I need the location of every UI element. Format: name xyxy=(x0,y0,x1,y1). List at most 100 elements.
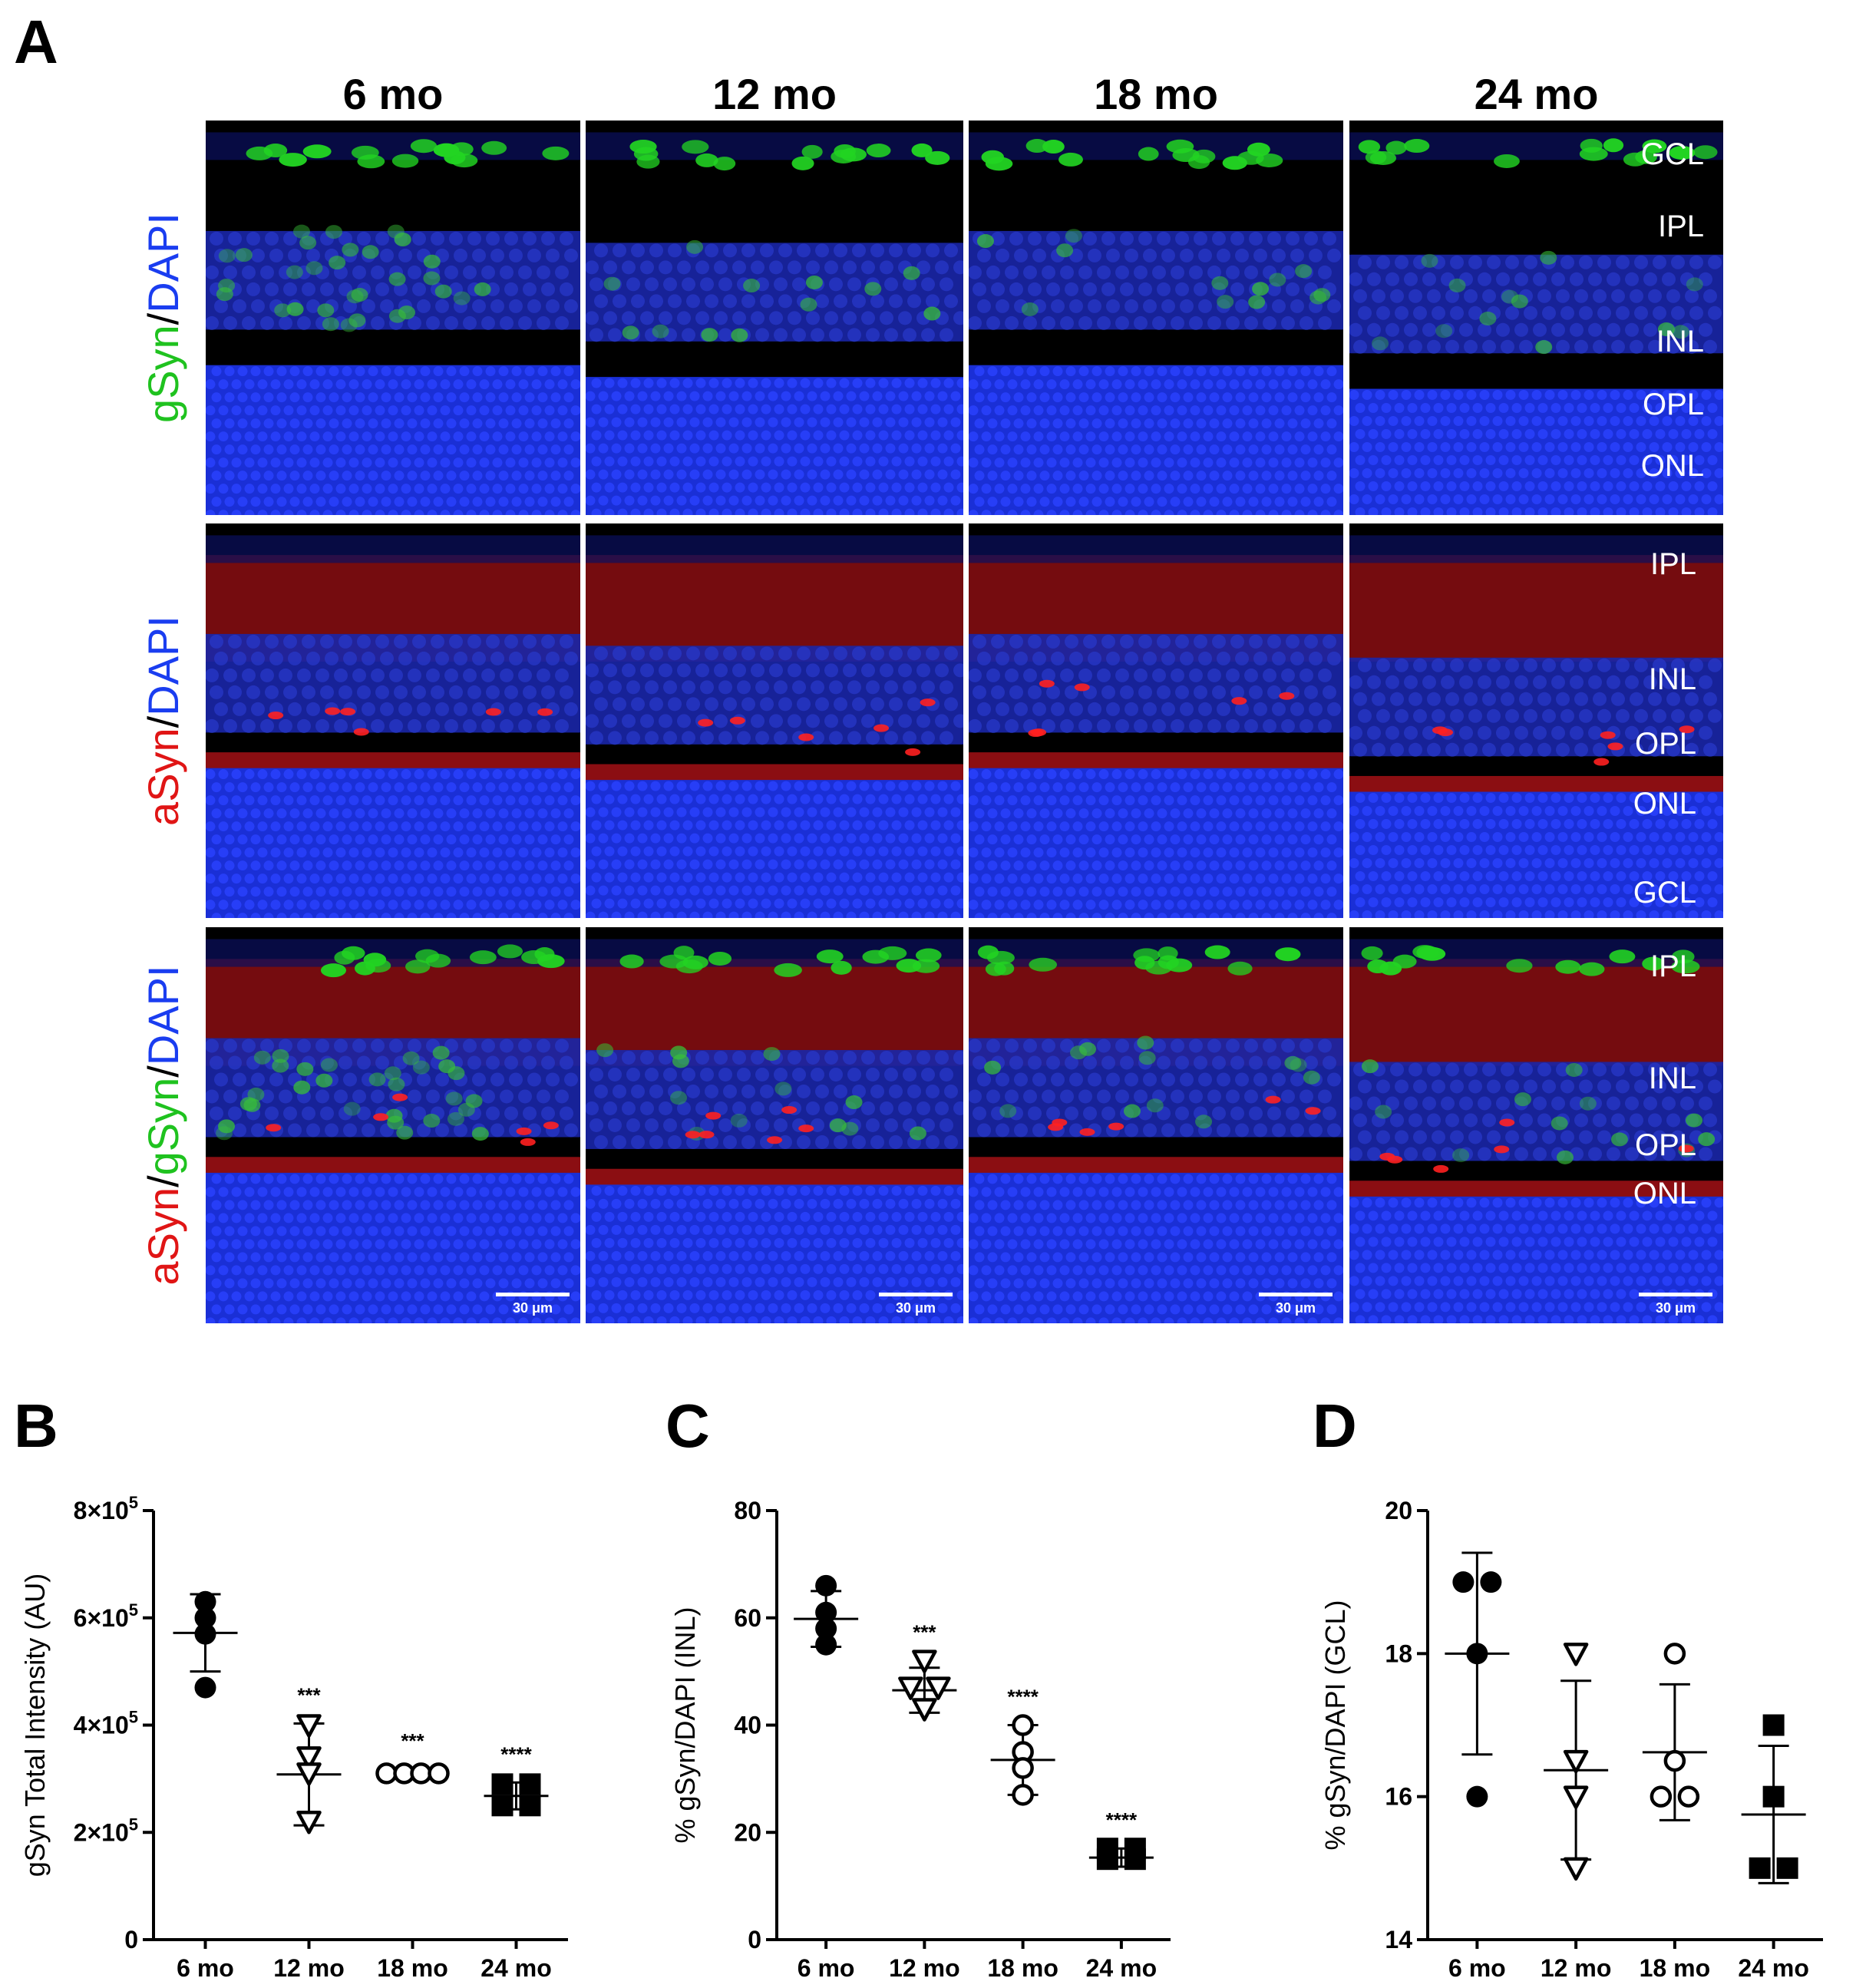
scale-bar-label: 30 μm xyxy=(1276,1300,1316,1316)
layer-label: ONL xyxy=(1641,449,1704,483)
series-group xyxy=(173,1590,238,1699)
data-point xyxy=(194,1590,216,1613)
x-tick-label: 6 mo xyxy=(1448,1954,1506,1982)
data-point xyxy=(491,1795,514,1817)
row-label-part: / xyxy=(139,1065,187,1078)
series-group xyxy=(1741,1714,1806,1884)
y-axis-title: % gSyn/DAPI (GCL) xyxy=(1319,1600,1351,1850)
x-tick-label: 24 mo xyxy=(1738,1954,1808,1982)
nuclei xyxy=(969,231,1343,515)
data-point xyxy=(491,1773,514,1795)
x-tick-label: 12 mo xyxy=(889,1954,959,1982)
data-point xyxy=(1012,1714,1034,1736)
data-point xyxy=(815,1601,837,1623)
micrograph-panel: 30 μm xyxy=(206,927,580,1323)
data-point xyxy=(1762,1714,1785,1736)
data-point xyxy=(519,1773,541,1795)
x-tick-label: 12 mo xyxy=(273,1954,344,1982)
data-point xyxy=(815,1633,837,1656)
y-axis-title: gSyn Total Intensity (AU) xyxy=(19,1574,51,1877)
row-label-part: DAPI xyxy=(139,616,187,716)
nuclei xyxy=(206,1039,580,1323)
asyn-puncta xyxy=(1048,1095,1321,1136)
data-point xyxy=(1563,1785,1589,1809)
panel-letter: C xyxy=(665,1392,710,1460)
layer-label: ONL xyxy=(1633,787,1696,821)
gsyn-cells xyxy=(976,139,1331,316)
significance-label: **** xyxy=(1106,1808,1138,1831)
x-tick-label: 24 mo xyxy=(481,1954,551,1982)
asyn-puncta xyxy=(268,707,553,736)
layer-labels: GCL IPL INL OPL ONL IPL INL OPL ONL GCL IPL INL OPL O… xyxy=(1633,137,1704,1210)
data-point xyxy=(926,1676,951,1700)
layer-label: GCL xyxy=(1633,876,1696,910)
y-tick-label: 20 xyxy=(734,1818,761,1846)
micrograph-panel xyxy=(969,121,1343,515)
significance-label: *** xyxy=(297,1683,321,1706)
micrograph-panel: 30 μm xyxy=(1349,927,1723,1323)
row-label: aSyn/gSyn/DAPI xyxy=(139,965,187,1285)
scale-bar-label: 30 μm xyxy=(513,1300,553,1316)
gsyn-cells xyxy=(603,140,950,342)
data-point xyxy=(1776,1857,1798,1879)
scale-bar-label: 30 μm xyxy=(1656,1300,1696,1316)
data-point xyxy=(296,1762,322,1786)
data-point xyxy=(296,1746,322,1770)
row-label: aSyn/DAPI xyxy=(139,616,187,826)
data-point xyxy=(815,1617,837,1640)
panel-letter: D xyxy=(1313,1392,1357,1460)
y-tick-label: 8×105 xyxy=(74,1493,138,1524)
y-tick-label: 60 xyxy=(734,1604,761,1632)
layer-label: IPL xyxy=(1650,949,1696,983)
data-point xyxy=(912,1650,937,1673)
series-group xyxy=(1544,1643,1609,1881)
data-point xyxy=(1096,1848,1118,1871)
data-point xyxy=(428,1762,450,1785)
series-group xyxy=(794,1574,859,1656)
data-point xyxy=(1124,1848,1146,1871)
scale-bar xyxy=(1639,1293,1712,1296)
significance-label: **** xyxy=(1007,1686,1039,1709)
gsyn-cells xyxy=(1358,138,1718,355)
asyn-puncta xyxy=(1432,725,1695,766)
column-title: 6 mo xyxy=(343,70,444,118)
data-point xyxy=(912,1698,937,1722)
row-label-part: DAPI xyxy=(139,213,187,313)
data-point xyxy=(1663,1643,1686,1665)
series-group: **** xyxy=(1088,1808,1154,1871)
layer-label: IPL xyxy=(1650,547,1696,581)
data-point xyxy=(296,1811,322,1834)
scale-bar-label: 30 μm xyxy=(896,1300,936,1316)
nuclei xyxy=(1349,658,1723,918)
data-point xyxy=(1650,1785,1673,1808)
gsyn-cells xyxy=(216,139,570,332)
layer-label: INL xyxy=(1656,325,1704,358)
layer-label: INL xyxy=(1649,662,1696,696)
series-group: *** xyxy=(375,1729,450,1785)
asyn-puncta xyxy=(1028,679,1295,738)
layer-label: GCL xyxy=(1641,137,1704,171)
nuclei xyxy=(969,634,1343,918)
scale-bar xyxy=(496,1293,570,1296)
scale-bar xyxy=(1259,1293,1333,1296)
asyn-puncta xyxy=(1379,1118,1694,1173)
y-tick-label: 14 xyxy=(1385,1926,1412,1953)
y-tick-label: 80 xyxy=(734,1497,761,1524)
row-label: gSyn/DAPI xyxy=(139,213,187,423)
y-tick-label: 4×105 xyxy=(74,1708,138,1739)
nuclei xyxy=(206,634,580,918)
nuclei xyxy=(1349,255,1723,515)
gsyn-cells xyxy=(977,945,1320,1129)
asyn-puncta xyxy=(698,698,936,756)
layer-label: OPL xyxy=(1643,388,1704,421)
micrograph-panel xyxy=(1349,121,1723,515)
x-tick-label: 18 mo xyxy=(377,1954,447,1982)
data-point xyxy=(1563,1749,1589,1774)
chart-panel-c: C 0 20 40 60 80 6 mo 12 mo 18 mo 24 mo % gSyn/DAPI… xyxy=(665,1392,1171,1982)
micrograph-panel xyxy=(206,523,580,918)
row-label-part: gSyn xyxy=(139,1078,187,1176)
layer-label: OPL xyxy=(1635,1128,1696,1162)
x-tick-label: 24 mo xyxy=(1086,1954,1157,1982)
